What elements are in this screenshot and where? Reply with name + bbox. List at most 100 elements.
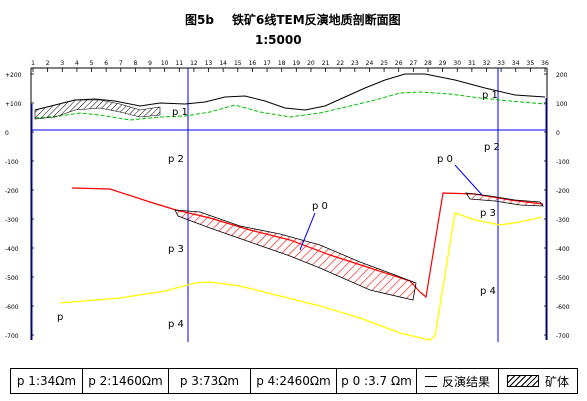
p4-boundary-right <box>429 212 543 341</box>
x-tick-label: 27 <box>410 60 418 67</box>
legend-ore-text: 矿体 <box>544 374 569 389</box>
x-tick-label: 16 <box>249 60 257 67</box>
p0-label-left: p 0 <box>312 201 328 212</box>
p3-label-right: p 3 <box>480 208 496 219</box>
legend-inversion-text: 反演结果 <box>441 374 490 389</box>
x-tick-label: 36 <box>541 60 549 67</box>
p0-leader-right <box>454 164 483 196</box>
y-tick-label-left: 0 <box>5 130 9 137</box>
legend-p3: p 3:73Ωm <box>169 369 251 393</box>
legend-p3-text: p 3:73Ωm <box>179 374 240 388</box>
y-tick-label-right: 100 <box>556 101 568 108</box>
y-tick-label-left: -400 <box>5 246 19 253</box>
x-tick-label: 30 <box>453 60 461 67</box>
x-tick-label: 6 <box>104 60 108 67</box>
x-tick-label: 25 <box>380 60 388 67</box>
x-axis-ticks: 1 2 3 4 5 6 7 8 9 10 11 12 13 14 15 16 17 18 19 20 21 22 23 24 2… <box>31 60 549 72</box>
y-tick-label-right: -500 <box>556 275 570 282</box>
legend-p0-text: p 0 :3.7 Ωm <box>341 374 412 388</box>
figure-title: 铁矿6线TEM反演地质剖断面图 <box>232 13 401 27</box>
y-tick-label-right: -600 <box>556 304 570 311</box>
y-tick-label-right: -200 <box>556 188 570 195</box>
x-tick-label: 12 <box>190 60 198 67</box>
p-label-bottom: p <box>57 312 63 323</box>
x-tick-label: 7 <box>119 60 123 67</box>
topographic-surface <box>34 73 546 111</box>
x-tick-label: 13 <box>205 60 213 67</box>
legend-p1: p 1:34Ωm <box>11 369 83 393</box>
x-tick-label: 2 <box>46 60 50 67</box>
x-tick-label: 18 <box>278 60 286 67</box>
ore-body-left <box>174 209 417 301</box>
p1-label-left: p 1 <box>172 107 188 118</box>
p4-label-right: p 4 <box>480 286 496 297</box>
legend-bar: p 1:34Ωm p 2:1460Ωm p 3:73Ωm p 4:2460Ωm … <box>10 368 578 394</box>
x-tick-label: 34 <box>512 60 520 67</box>
x-tick-label: 20 <box>307 60 315 67</box>
legend-p4-text: p 4:2460Ωm <box>256 374 331 388</box>
x-tick-label: 28 <box>424 60 432 67</box>
ore-hatch-swatch-icon <box>506 375 539 387</box>
x-tick-label: 8 <box>133 60 137 67</box>
x-tick-label: 26 <box>395 60 403 67</box>
x-tick-label: 35 <box>527 60 535 67</box>
p0-leader-left <box>299 212 316 251</box>
y-tick-label-left: -300 <box>5 217 19 224</box>
x-tick-label: 19 <box>292 60 300 67</box>
y-axis-ticks-right: 200 100 0 -100 -200 -300 -400 -500 -600 -700 <box>544 72 570 340</box>
x-tick-label: 32 <box>483 60 491 67</box>
legend-p0: p 0 :3.7 Ωm <box>337 369 417 393</box>
y-tick-label-right: -400 <box>556 246 570 253</box>
y-tick-label-right: -100 <box>556 159 570 166</box>
p1-label-right: p 1 <box>482 90 498 101</box>
p0-label-right: p 0 <box>437 154 453 165</box>
x-tick-label: 5 <box>90 60 94 67</box>
x-tick-label: 1 <box>31 60 35 67</box>
y-tick-label-left: -700 <box>5 333 19 340</box>
x-tick-label: 24 <box>366 60 374 67</box>
ore-body-right <box>465 192 544 207</box>
y-tick-label-left: -100 <box>5 159 19 166</box>
y-tick-label-left: -500 <box>5 275 19 282</box>
x-tick-label: 11 <box>175 60 183 67</box>
y-tick-label-left: -200 <box>5 188 19 195</box>
p1-boundary <box>34 91 546 121</box>
legend-p4: p 4:2460Ωm <box>251 369 337 393</box>
x-tick-label: 3 <box>60 60 64 67</box>
y-tick-label-left: +200 <box>5 72 22 79</box>
x-tick-label: 14 <box>219 60 227 67</box>
x-tick-label: 17 <box>263 60 271 67</box>
figure-label: 图5b <box>185 13 214 27</box>
legend-inversion: 反演结果 <box>417 369 499 393</box>
x-tick-label: 10 <box>161 60 169 67</box>
y-tick-label-right: -300 <box>556 217 570 224</box>
p2-label-left: p 2 <box>168 154 184 165</box>
y-tick-label-left: +100 <box>5 101 22 108</box>
cover-layer-hatch <box>34 99 161 120</box>
legend-p2: p 2:1460Ωm <box>83 369 169 393</box>
y-axis-ticks-left: +200 +100 0 -100 -200 -300 -400 -500 -600 -700 <box>5 72 34 340</box>
x-tick-label: 22 <box>336 60 344 67</box>
x-tick-label: 23 <box>351 60 359 67</box>
x-tick-label: 31 <box>468 60 476 67</box>
legend-p2-text: p 2:1460Ωm <box>88 374 163 388</box>
figure-scale: 1:5000 <box>255 33 302 47</box>
x-tick-label: 29 <box>439 60 447 67</box>
x-tick-label: 21 <box>322 60 330 67</box>
y-tick-label-left: -600 <box>5 304 19 311</box>
x-tick-label: 9 <box>148 60 152 67</box>
y-tick-label-right: 0 <box>556 130 560 137</box>
p4-label-left: p 4 <box>168 319 184 330</box>
x-tick-label: 15 <box>234 60 242 67</box>
y-tick-label-right: -700 <box>556 333 570 340</box>
p3-label-left: p 3 <box>168 244 184 255</box>
x-tick-label: 4 <box>75 60 79 67</box>
y-tick-label-right: 200 <box>556 72 568 79</box>
inversion-swatch-icon <box>424 375 437 387</box>
p2-label-right: p 2 <box>484 142 500 153</box>
p4-boundary-left <box>59 281 431 341</box>
legend-ore: 矿体 <box>499 369 577 393</box>
x-tick-label: 33 <box>497 60 505 67</box>
legend-p1-text: p 1:34Ωm <box>16 374 77 388</box>
